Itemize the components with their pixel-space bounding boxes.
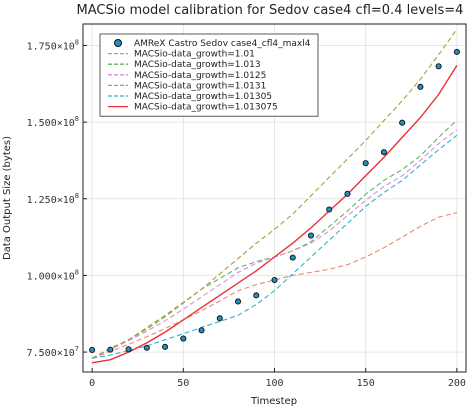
legend-label: AMReX Castro Sedov case4_cfl4_maxl4 xyxy=(134,39,311,49)
x-axis-label: Timestep xyxy=(250,396,297,407)
data-point xyxy=(435,63,442,70)
x-tick-label: 50 xyxy=(177,378,189,389)
data-point xyxy=(253,292,260,299)
y-axis-ticks: 7.500×107 1.000×108 1.250×108 1.500×108 1.75… xyxy=(27,38,87,359)
data-point xyxy=(89,346,96,353)
data-point xyxy=(344,190,351,197)
y-tick-label: 1.500×108 xyxy=(27,115,79,129)
data-point xyxy=(380,149,387,156)
x-tick-label: 150 xyxy=(357,378,375,389)
x-tick-label: 0 xyxy=(89,378,95,389)
x-tick-label: 100 xyxy=(265,378,283,389)
y-tick-label: 7.500×107 xyxy=(27,345,79,359)
x-tick-label: 200 xyxy=(448,378,466,389)
data-point xyxy=(198,327,205,334)
y-tick-label: 1.000×108 xyxy=(27,268,79,282)
series-line xyxy=(92,134,458,359)
data-point xyxy=(399,119,406,126)
data-point xyxy=(143,344,150,351)
series-line xyxy=(91,28,458,359)
data-point xyxy=(307,232,315,239)
data-point xyxy=(180,335,187,342)
data-point xyxy=(125,346,132,353)
data-point xyxy=(362,160,369,167)
x-axis-ticks: 0 50 100 150 200 xyxy=(89,368,466,389)
series-line xyxy=(91,65,458,364)
series-layer xyxy=(89,28,460,364)
data-point xyxy=(271,276,278,284)
data-point xyxy=(289,254,296,261)
legend-box xyxy=(99,33,319,117)
y-tick-label: 1.750×108 xyxy=(27,38,79,52)
legend-label: MACSio-data_growth=1.01305 xyxy=(134,92,272,102)
legend-marker xyxy=(114,39,122,47)
data-point xyxy=(107,346,114,353)
data-point xyxy=(216,315,223,322)
legend-label: MACSio-data_growth=1.01 xyxy=(134,50,255,60)
y-axis-label: Data Output Size (bytes) xyxy=(2,136,13,260)
data-point xyxy=(417,83,424,90)
chart-title: MACSio model calibration for Sedov case4… xyxy=(77,3,464,18)
legend-label: MACSio-data_growth=1.0125 xyxy=(134,71,266,81)
y-tick-label: 1.250×108 xyxy=(27,192,79,206)
data-point xyxy=(326,206,333,213)
legend-label: MACSio-data_growth=1.0131 xyxy=(134,81,266,91)
legend-label: MACSio-data_growth=1.013 xyxy=(134,60,261,70)
data-point xyxy=(162,343,169,350)
legend: AMReX Castro Sedov case4_cfl4_maxl4MACSi… xyxy=(99,33,319,117)
legend-label: MACSio-data_growth=1.013075 xyxy=(134,103,278,113)
data-point xyxy=(234,298,242,305)
series-line xyxy=(91,212,458,359)
data-point xyxy=(453,48,460,55)
